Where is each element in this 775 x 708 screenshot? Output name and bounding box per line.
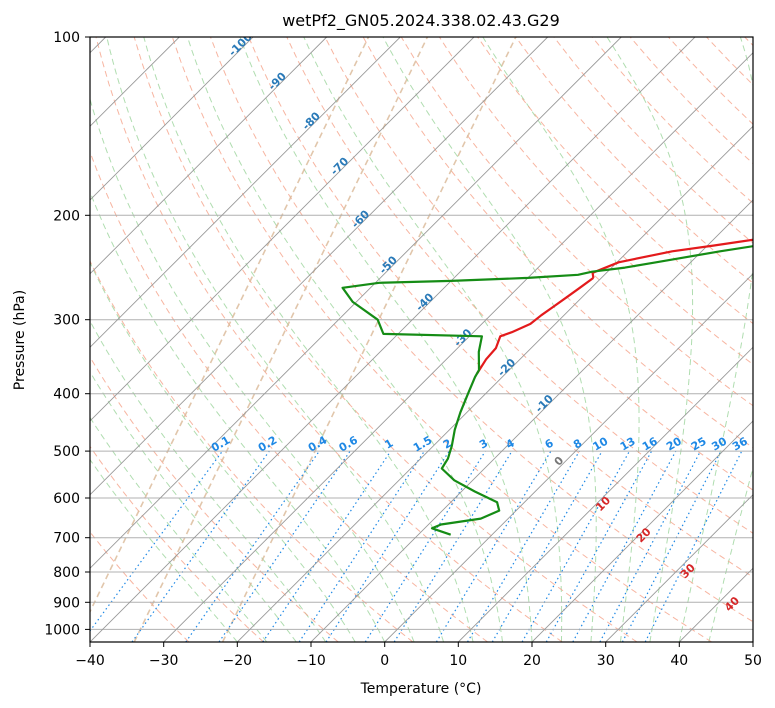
isotherm	[457, 346, 753, 642]
moist-adiabat	[90, 458, 238, 642]
y-tick-label: 1000	[44, 622, 80, 638]
mixing-ratio-line	[466, 450, 580, 642]
isotherm	[236, 125, 753, 642]
mixing-ratio-line	[131, 450, 270, 642]
mixing-ratio-line	[364, 450, 486, 642]
tan-curve	[90, 37, 370, 614]
moist-adiabat	[90, 261, 356, 642]
plot-area: 0.1 0.2 0.4 0.6 1 1.5 2 3 4 6 8 10 13 16 20 25 30 36-100-…	[90, 37, 753, 642]
dry-adiabat	[90, 259, 414, 642]
y-tick-label: 100	[53, 30, 80, 46]
x-tick-label: 40	[670, 653, 688, 669]
isotherm	[90, 37, 622, 569]
x-tick-label: 20	[523, 653, 541, 669]
dry-adiabat	[171, 37, 712, 642]
moist-adiabat	[382, 37, 597, 642]
x-tick-label: −20	[223, 653, 253, 669]
mixing-ratio-line	[185, 450, 320, 642]
pressure-gridlines	[90, 37, 753, 630]
isotherm	[90, 37, 401, 348]
y-tick-label: 800	[53, 565, 80, 581]
mixing-ratio-line	[393, 450, 513, 642]
x-tick-label: −30	[149, 653, 179, 669]
dry-adiabat	[515, 37, 753, 284]
y-tick-label: 900	[53, 595, 80, 611]
isotherm	[310, 199, 753, 642]
x-tick-label: −40	[75, 653, 105, 669]
temperature-trace-lower	[476, 277, 595, 375]
dry-adiabat	[248, 37, 753, 578]
isotherm	[605, 494, 753, 642]
isotherm	[90, 37, 475, 422]
moist-adiabat	[482, 37, 640, 642]
moist-adiabat	[90, 190, 386, 642]
x-tick-label: 10	[449, 653, 467, 669]
mixing-ratio-lines	[90, 450, 743, 642]
moist-adiabat	[606, 37, 694, 642]
x-tick-label: 30	[597, 653, 615, 669]
dry-adiabat	[286, 37, 753, 534]
moist-adiabat	[708, 465, 753, 642]
isotherm	[163, 52, 753, 642]
isotherm	[531, 420, 753, 642]
dry-adiabat	[90, 445, 264, 642]
tan-curve	[133, 37, 429, 642]
y-tick-label: 600	[53, 491, 80, 507]
y-tick-label: 200	[53, 208, 80, 224]
mixing-ratio-line	[521, 450, 631, 642]
y-axis-label: Pressure (hPa)	[12, 290, 28, 390]
temperature-trace	[591, 238, 753, 279]
moist-adiabat	[187, 37, 503, 642]
y-tick-label: 400	[53, 387, 80, 403]
x-tick-label: 50	[744, 653, 762, 669]
isotherm	[90, 37, 254, 201]
dry-adiabat	[324, 37, 753, 491]
moist-adiabat	[90, 370, 297, 642]
moist-adiabat	[678, 37, 753, 642]
x-axis-label: Temperature (°C)	[360, 681, 482, 697]
mixing-ratio-line	[491, 450, 603, 642]
isotherm	[90, 37, 549, 496]
sounding-series	[341, 238, 753, 536]
mixing-ratio-line	[572, 450, 677, 642]
y-tick-label: 500	[53, 444, 80, 460]
tan-curve	[221, 37, 517, 642]
isotherms	[90, 37, 753, 642]
moist-adiabat	[90, 416, 268, 642]
mixing-ratio-line	[298, 450, 425, 642]
moist-adiabat	[90, 320, 327, 642]
isotherm	[90, 37, 328, 275]
tan-curves	[90, 37, 517, 642]
chart-title: wetPf2_GN05.2024.338.02.43.G29	[282, 11, 560, 31]
y-tick-label: 300	[53, 313, 80, 329]
dewpoint-trace	[341, 245, 753, 536]
mixing-ratio-line	[325, 450, 450, 642]
y-tick-label: 700	[53, 531, 80, 547]
isotherm	[384, 273, 753, 642]
moist-adiabats	[90, 37, 753, 642]
x-tick-label: −10	[296, 653, 326, 669]
moist-adiabat	[143, 37, 474, 642]
dry-adiabat	[95, 37, 563, 642]
x-axis-ticks: −40 −30 −20 −10 0 10 20 30 40 50	[75, 642, 762, 669]
dry-adiabat	[210, 37, 753, 623]
isotherm	[90, 37, 696, 642]
mixing-ratio-line	[435, 450, 552, 642]
y-axis-ticks: 100 200 300 400 500 600 700 800 900 1000	[44, 30, 90, 638]
moist-adiabat	[239, 37, 533, 642]
plot-frame	[89, 36, 754, 643]
x-tick-label: 0	[380, 653, 389, 669]
moist-adiabat	[106, 37, 445, 642]
